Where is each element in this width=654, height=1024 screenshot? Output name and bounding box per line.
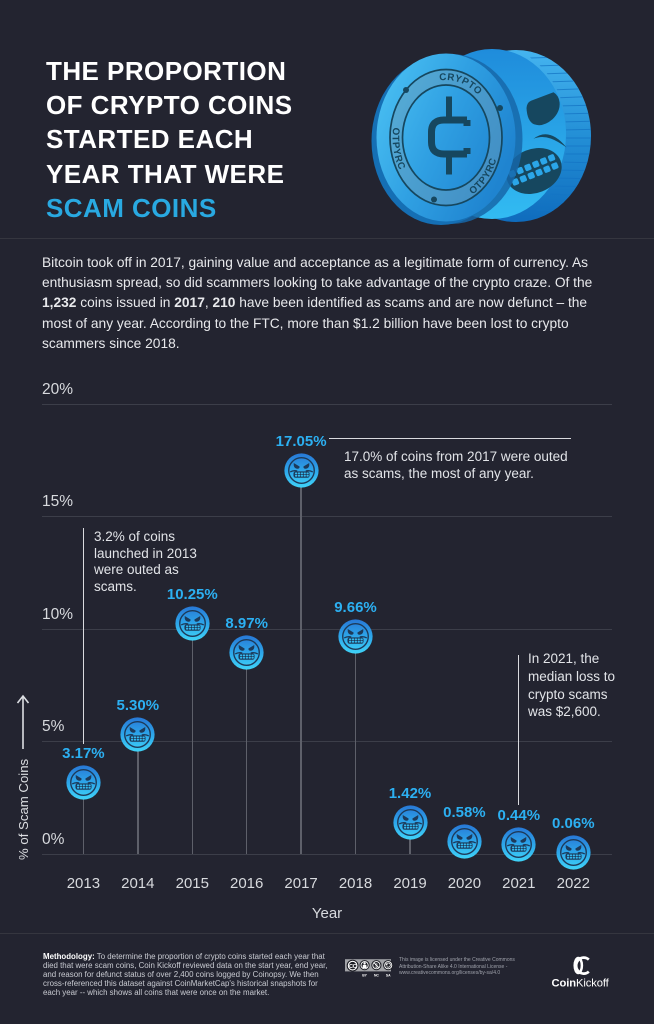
svg-text:$: $	[375, 963, 379, 969]
svg-text:SA: SA	[386, 974, 391, 978]
svg-text:NC: NC	[374, 974, 379, 978]
svg-text:CC: CC	[349, 964, 357, 970]
svg-text:CoinKickoff: CoinKickoff	[552, 978, 610, 990]
svg-text:BY: BY	[362, 974, 367, 978]
